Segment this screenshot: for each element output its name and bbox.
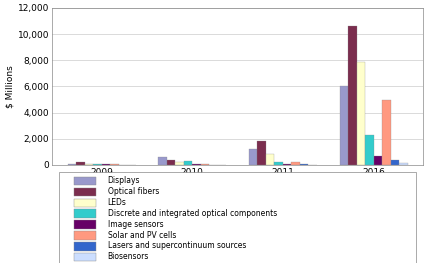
FancyBboxPatch shape	[74, 177, 96, 185]
FancyBboxPatch shape	[74, 188, 96, 196]
FancyBboxPatch shape	[74, 210, 96, 218]
FancyBboxPatch shape	[74, 242, 96, 251]
Text: Discrete and integrated optical components: Discrete and integrated optical componen…	[108, 209, 277, 218]
Bar	[93, 164, 102, 165]
Bar	[356, 62, 365, 165]
Bar	[249, 149, 257, 165]
Bar	[399, 163, 407, 165]
Bar	[257, 142, 266, 165]
Bar	[110, 164, 119, 165]
Bar	[175, 162, 184, 165]
Text: Displays: Displays	[108, 176, 140, 185]
Bar	[300, 164, 308, 165]
FancyBboxPatch shape	[74, 198, 96, 207]
Bar	[292, 162, 300, 165]
Bar	[340, 86, 348, 165]
Bar	[167, 160, 175, 165]
Bar	[374, 156, 382, 165]
FancyBboxPatch shape	[74, 253, 96, 261]
Text: Image sensors: Image sensors	[108, 220, 163, 228]
Bar	[391, 160, 399, 165]
Bar	[274, 162, 283, 165]
Bar	[348, 26, 356, 165]
Bar	[85, 164, 93, 165]
Bar	[76, 162, 85, 165]
Bar	[102, 164, 110, 165]
Y-axis label: $ Millions: $ Millions	[6, 65, 15, 108]
Bar	[158, 157, 167, 165]
Bar	[184, 161, 192, 165]
Text: Solar and PV cells: Solar and PV cells	[108, 231, 176, 239]
FancyBboxPatch shape	[59, 172, 416, 263]
Bar	[283, 164, 292, 165]
Bar	[192, 164, 201, 165]
FancyBboxPatch shape	[74, 220, 96, 229]
Text: Biosensors: Biosensors	[108, 252, 149, 261]
Bar	[382, 99, 391, 165]
Bar	[266, 155, 274, 165]
Bar	[201, 164, 209, 165]
Text: Optical fibers: Optical fibers	[108, 187, 159, 196]
Bar	[68, 164, 76, 165]
Bar	[365, 135, 374, 165]
FancyBboxPatch shape	[74, 231, 96, 240]
Text: Lasers and supercontinuum sources: Lasers and supercontinuum sources	[108, 242, 246, 250]
Text: LEDs: LEDs	[108, 198, 127, 207]
